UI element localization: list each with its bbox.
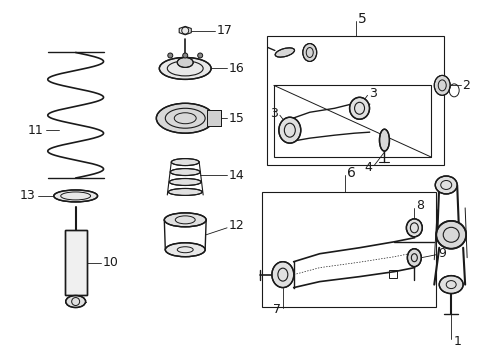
Ellipse shape bbox=[349, 97, 369, 119]
Text: 9: 9 bbox=[437, 247, 445, 260]
Circle shape bbox=[167, 53, 172, 58]
Ellipse shape bbox=[54, 190, 98, 202]
Text: 6: 6 bbox=[346, 166, 355, 180]
Text: 12: 12 bbox=[228, 219, 244, 232]
Ellipse shape bbox=[278, 117, 300, 143]
Ellipse shape bbox=[302, 44, 316, 62]
Text: 1: 1 bbox=[452, 335, 460, 348]
Ellipse shape bbox=[65, 296, 85, 307]
Text: 11: 11 bbox=[28, 124, 44, 137]
Text: 2: 2 bbox=[461, 79, 469, 92]
Text: 7: 7 bbox=[272, 303, 280, 316]
Ellipse shape bbox=[434, 176, 456, 194]
Bar bbox=[262, 192, 435, 306]
Text: 8: 8 bbox=[415, 199, 424, 212]
Ellipse shape bbox=[271, 262, 293, 288]
Text: 17: 17 bbox=[217, 24, 232, 37]
Ellipse shape bbox=[171, 159, 199, 166]
Circle shape bbox=[197, 53, 202, 58]
Ellipse shape bbox=[406, 219, 422, 237]
Ellipse shape bbox=[168, 189, 202, 195]
Ellipse shape bbox=[433, 75, 449, 95]
Bar bbox=[64, 230, 86, 294]
Text: 13: 13 bbox=[20, 189, 36, 202]
Ellipse shape bbox=[177, 58, 193, 67]
Bar bbox=[273, 85, 430, 157]
Ellipse shape bbox=[170, 168, 200, 176]
Ellipse shape bbox=[169, 179, 201, 185]
Polygon shape bbox=[179, 26, 191, 35]
Text: 3: 3 bbox=[269, 107, 277, 120]
Ellipse shape bbox=[165, 243, 205, 257]
Text: 3: 3 bbox=[369, 87, 377, 100]
Bar bbox=[207, 110, 221, 126]
Bar bbox=[266, 36, 443, 165]
Bar bbox=[64, 230, 86, 294]
Text: 14: 14 bbox=[228, 168, 244, 181]
Ellipse shape bbox=[164, 213, 206, 227]
Ellipse shape bbox=[435, 221, 465, 249]
Bar bbox=[207, 110, 221, 126]
Text: 10: 10 bbox=[102, 256, 118, 269]
Text: 4: 4 bbox=[364, 161, 372, 174]
Ellipse shape bbox=[438, 276, 462, 293]
Ellipse shape bbox=[407, 249, 421, 267]
Text: 16: 16 bbox=[228, 62, 244, 75]
Text: 15: 15 bbox=[228, 112, 244, 125]
Circle shape bbox=[183, 53, 187, 58]
Ellipse shape bbox=[156, 103, 214, 133]
Ellipse shape bbox=[275, 48, 294, 57]
Text: 5: 5 bbox=[357, 12, 366, 26]
Ellipse shape bbox=[159, 58, 211, 80]
Bar bbox=[388, 270, 397, 278]
Ellipse shape bbox=[379, 129, 388, 151]
